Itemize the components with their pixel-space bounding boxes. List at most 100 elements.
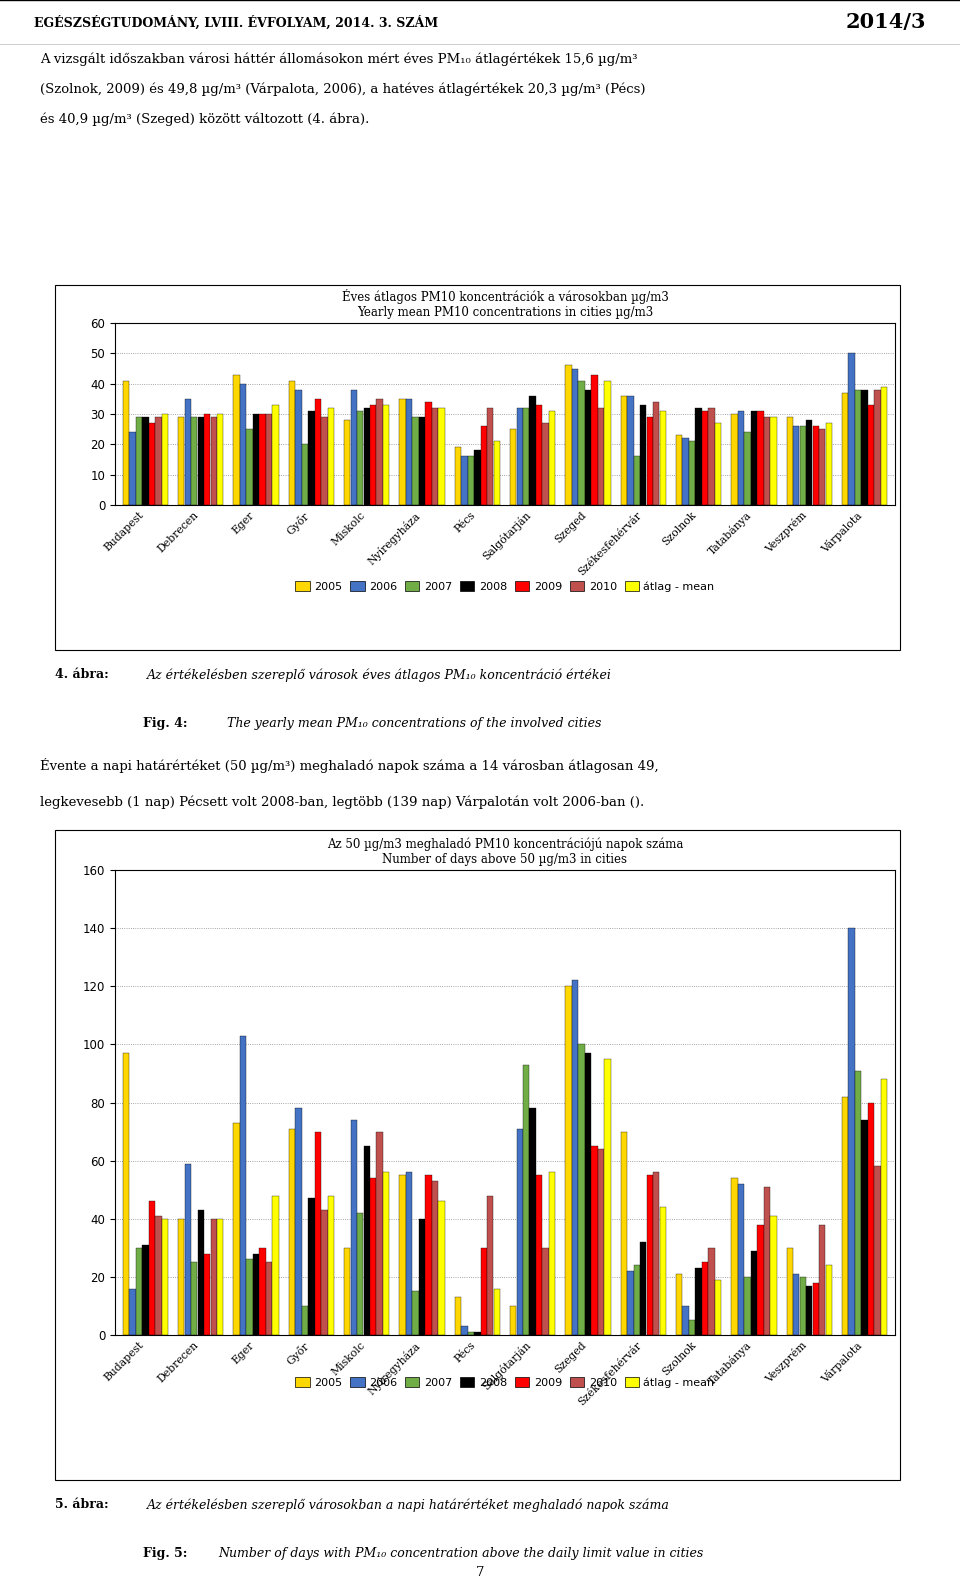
Bar xyxy=(357,1213,364,1336)
Bar xyxy=(135,417,142,506)
Bar xyxy=(621,1132,627,1336)
Text: 5. ábra:: 5. ábra: xyxy=(55,1498,108,1510)
Bar xyxy=(875,1167,880,1336)
Bar xyxy=(738,1185,744,1336)
Bar xyxy=(702,410,708,506)
Text: EGÉSZSÉGTUDOMÁNY, LVIII. ÉVFOLYAM, 2014. 3. SZÁM: EGÉSZSÉGTUDOMÁNY, LVIII. ÉVFOLYAM, 2014.… xyxy=(34,16,438,30)
Bar xyxy=(376,399,383,506)
Bar xyxy=(647,1175,653,1336)
Bar xyxy=(179,417,184,506)
Bar xyxy=(240,1035,247,1336)
Bar xyxy=(806,1286,812,1336)
Bar xyxy=(383,1172,390,1336)
Bar xyxy=(413,1291,419,1336)
Bar xyxy=(530,396,536,506)
Bar xyxy=(764,417,770,506)
Bar xyxy=(233,1123,240,1336)
Bar xyxy=(308,1199,315,1336)
Bar xyxy=(455,1297,461,1336)
Bar xyxy=(322,1210,327,1336)
Bar xyxy=(413,417,419,506)
Bar xyxy=(161,413,168,506)
Bar xyxy=(364,1146,370,1336)
Bar xyxy=(350,390,357,506)
Bar xyxy=(770,1216,777,1336)
Bar xyxy=(399,399,406,506)
Bar xyxy=(806,420,812,506)
Bar xyxy=(786,417,793,506)
Legend: 2005, 2006, 2007, 2008, 2009, 2010, átlag - mean: 2005, 2006, 2007, 2008, 2009, 2010, átla… xyxy=(293,1375,717,1390)
Bar xyxy=(289,1129,295,1336)
Bar xyxy=(370,1178,376,1336)
Bar xyxy=(142,1245,149,1336)
Bar xyxy=(640,1242,646,1336)
Bar xyxy=(842,393,849,506)
Bar xyxy=(683,439,689,506)
Title: Az 50 µg/m3 meghaladó PM10 koncentrációjú napok száma
Number of days above 50 µg: Az 50 µg/m3 meghaladó PM10 koncentrációj… xyxy=(326,838,684,867)
Bar xyxy=(757,410,763,506)
Bar xyxy=(487,409,493,506)
Bar xyxy=(233,375,240,506)
Bar xyxy=(425,402,432,506)
Bar xyxy=(370,405,376,506)
Bar xyxy=(627,1270,634,1336)
Bar xyxy=(481,1248,487,1336)
Bar xyxy=(786,1248,793,1336)
Bar xyxy=(812,1283,819,1336)
Bar xyxy=(135,1248,142,1336)
Bar xyxy=(247,1259,252,1336)
Bar xyxy=(210,1220,217,1336)
Bar xyxy=(439,1202,444,1336)
Bar xyxy=(708,1248,715,1336)
Bar xyxy=(757,1224,763,1336)
Bar xyxy=(634,456,640,506)
Bar xyxy=(764,1186,770,1336)
Bar xyxy=(252,413,259,506)
Bar xyxy=(161,1220,168,1336)
Bar xyxy=(715,1280,721,1336)
Bar xyxy=(259,1248,266,1336)
Bar xyxy=(732,1178,737,1336)
Bar xyxy=(653,1172,660,1336)
Text: Number of days with PM₁₀ concentration above the daily limit value in cities: Number of days with PM₁₀ concentration a… xyxy=(218,1547,703,1560)
Bar xyxy=(123,380,130,506)
Bar xyxy=(510,1305,516,1336)
Bar xyxy=(149,423,156,506)
Bar xyxy=(493,442,500,506)
Text: A vizsgált időszakban városi háttér állomásokon mért éves PM₁₀ átlagértékek 15,6: A vizsgált időszakban városi háttér állo… xyxy=(40,52,637,67)
Bar xyxy=(142,417,149,506)
Bar xyxy=(468,456,474,506)
Bar xyxy=(217,1220,224,1336)
Bar xyxy=(364,409,370,506)
Bar xyxy=(493,1288,500,1336)
Text: Az értékelésben szereplő városokban a napi határértéket meghaladó napok száma: Az értékelésben szereplő városokban a na… xyxy=(148,1498,670,1512)
Text: Fig. 4:: Fig. 4: xyxy=(143,717,187,730)
Bar xyxy=(123,1053,130,1336)
Bar xyxy=(432,409,438,506)
Bar xyxy=(819,1224,826,1336)
Bar xyxy=(819,429,826,506)
Bar xyxy=(542,423,549,506)
Bar xyxy=(793,1274,800,1336)
Bar xyxy=(301,1305,308,1336)
Bar xyxy=(861,390,868,506)
Bar xyxy=(217,413,224,506)
Bar xyxy=(301,444,308,506)
Bar xyxy=(130,1288,135,1336)
Bar xyxy=(751,410,757,506)
Bar xyxy=(689,442,695,506)
Bar xyxy=(198,1210,204,1336)
Bar xyxy=(598,409,604,506)
Bar xyxy=(702,1262,708,1336)
Bar xyxy=(455,447,461,506)
Bar xyxy=(660,1207,666,1336)
Bar xyxy=(627,396,634,506)
Bar xyxy=(868,405,875,506)
Bar xyxy=(855,1070,861,1336)
Bar xyxy=(585,390,591,506)
Bar xyxy=(653,402,660,506)
Bar xyxy=(536,1175,542,1336)
Bar xyxy=(487,1196,493,1336)
Bar xyxy=(738,410,744,506)
Bar xyxy=(604,380,611,506)
